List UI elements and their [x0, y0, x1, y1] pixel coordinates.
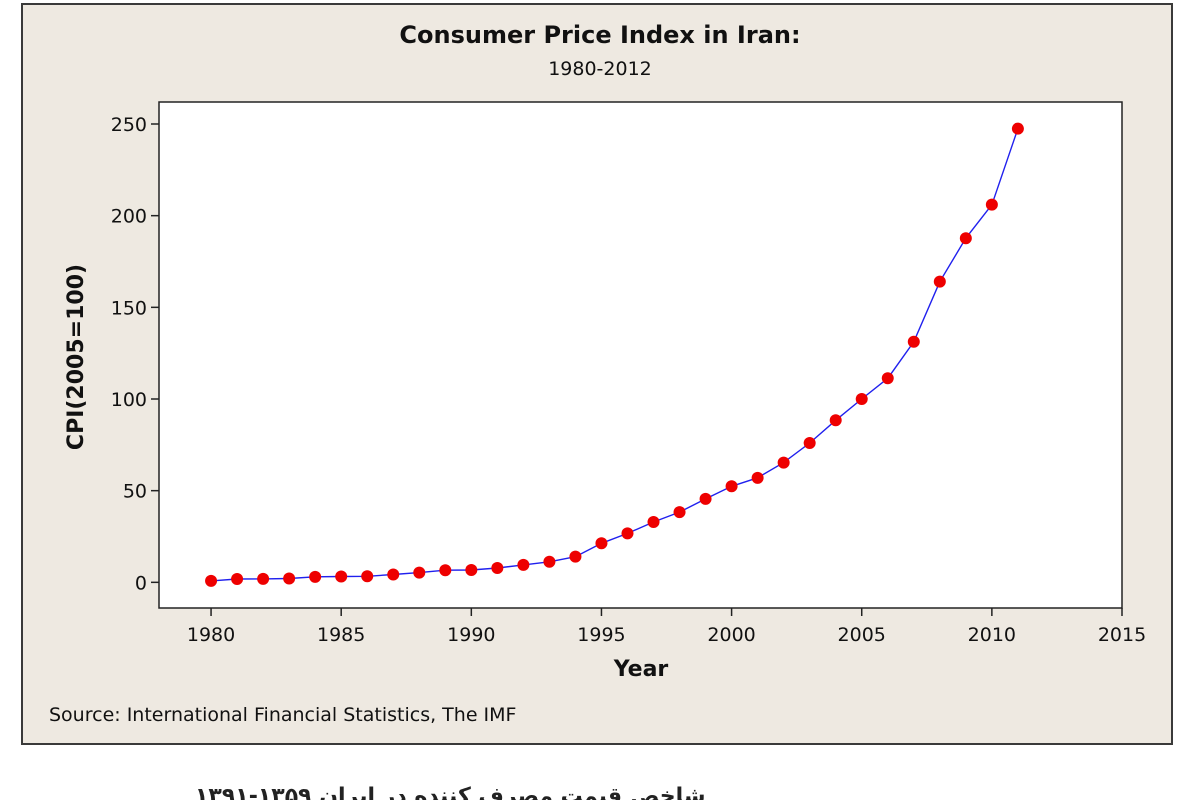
data-point-1998 [673, 506, 686, 519]
source-note: Source: International Financial Statisti… [49, 704, 516, 726]
data-point-2002 [777, 456, 790, 469]
data-point-1988 [413, 566, 426, 579]
x-axis-ticks: 1980 1985 1990 1995 2000 2005 2010 2015 [187, 608, 1146, 646]
data-point-1982 [257, 572, 270, 585]
data-point-1986 [361, 570, 374, 583]
data-point-1997 [647, 516, 660, 529]
data-point-1985 [335, 570, 348, 583]
x-tick-label: 2015 [1098, 624, 1146, 646]
data-point-1980 [205, 574, 218, 587]
data-point-1991 [491, 562, 504, 575]
x-tick-label: 2005 [838, 624, 886, 646]
data-point-2008 [933, 275, 946, 288]
data-point-2005 [855, 393, 868, 405]
y-axis-ticks: 0 50 100 150 200 250 [111, 114, 159, 594]
caption-text: شاخص قیمت مصرف کننده در ایران ۱۳۵۹-۱۳۹۱ [195, 784, 706, 800]
data-point-1999 [699, 492, 712, 505]
y-tick-label: 250 [111, 114, 147, 136]
series-markers-group [205, 122, 1024, 587]
x-tick-label: 1995 [577, 624, 625, 646]
y-tick-label: 50 [123, 481, 147, 503]
data-point-2011 [1011, 122, 1024, 135]
y-tick-label: 150 [111, 297, 147, 319]
data-point-1990 [465, 564, 478, 577]
data-point-1981 [231, 573, 244, 586]
chart-title: Consumer Price Index in Iran: [399, 21, 800, 49]
y-axis-label: CPI(2005=100) [64, 264, 89, 450]
x-axis-label: Year [613, 657, 669, 682]
data-point-1996 [621, 527, 634, 540]
chart-subtitle: 1980-2012 [548, 58, 652, 80]
data-point-1993 [543, 555, 556, 568]
x-tick-label: 2000 [707, 624, 755, 646]
data-point-2010 [985, 198, 998, 211]
data-point-2000 [725, 480, 738, 493]
data-point-1995 [595, 537, 608, 550]
data-point-1994 [569, 550, 582, 563]
data-point-2007 [907, 335, 920, 348]
cpi-line-chart: Consumer Price Index in Iran: 1980-2012 … [49, 21, 1146, 726]
data-point-1992 [517, 558, 530, 571]
x-tick-label: 1980 [187, 624, 235, 646]
data-point-2009 [959, 232, 972, 245]
y-tick-label: 100 [111, 389, 147, 411]
chart-frame: Consumer Price Index in Iran: 1980-2012 … [21, 3, 1173, 745]
data-point-1983 [283, 572, 296, 585]
x-tick-label: 1985 [317, 624, 365, 646]
data-point-1984 [309, 570, 322, 583]
y-tick-label: 200 [111, 206, 147, 228]
data-point-2004 [829, 414, 842, 427]
data-point-2006 [881, 372, 894, 385]
data-point-1987 [387, 568, 400, 581]
x-tick-label: 2010 [968, 624, 1016, 646]
data-point-1989 [439, 564, 452, 577]
data-point-2001 [751, 471, 764, 484]
caption-band: شاخص قیمت مصرف کننده در ایران ۱۳۵۹-۱۳۹۱ [0, 758, 1200, 800]
x-tick-label: 1990 [447, 624, 495, 646]
plot-area [158, 101, 1123, 609]
y-tick-label: 0 [135, 572, 147, 594]
data-point-2003 [803, 437, 816, 449]
